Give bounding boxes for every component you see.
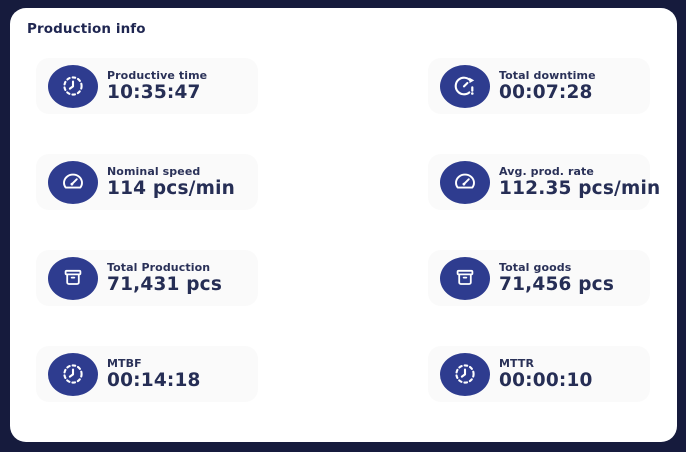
- metric-label: Total Production: [107, 260, 211, 274]
- clock-alert-icon: [454, 76, 476, 96]
- metric-productive-time: Productive time 10:35:47: [36, 58, 258, 114]
- metric-total-production: Total Production 71,431 pcs: [36, 250, 258, 306]
- metric-value: 00:14:18: [107, 369, 201, 391]
- metric-label: MTBF: [107, 356, 142, 370]
- metric-value: 00:07:28: [499, 81, 593, 103]
- metric-total-downtime: Total downtime 00:07:28: [428, 58, 650, 114]
- metric-value: 114 pcs/min: [107, 177, 236, 199]
- metric-avg-prod-rate: Avg. prod. rate 112.35 pcs/min: [428, 154, 660, 210]
- metrics-grid: Productive time 10:35:47 Total downtime …: [36, 38, 667, 422]
- metric-value: 71,456 pcs: [499, 273, 615, 295]
- metric-icon-badge: [48, 256, 98, 300]
- metric-label: MTTR: [499, 356, 535, 370]
- metric-value: 71,431 pcs: [107, 273, 223, 295]
- metric-icon-badge: [48, 160, 98, 204]
- metric-total-goods: Total goods 71,456 pcs: [428, 250, 650, 306]
- metric-nominal-speed: Nominal speed 114 pcs/min: [36, 154, 258, 210]
- metric-label: Total downtime: [499, 68, 596, 82]
- metric-icon-badge: [440, 256, 490, 300]
- metric-mtbf: MTBF 00:14:18: [36, 346, 258, 402]
- gauge-icon: [63, 173, 83, 189]
- metric-icon-badge: [440, 160, 490, 204]
- metric-icon-badge: [48, 352, 98, 396]
- metric-mttr: MTTR 00:00:10: [428, 346, 650, 402]
- metric-icon-badge: [440, 64, 490, 108]
- storage-box-icon: [456, 269, 474, 285]
- metric-label: Productive time: [107, 68, 208, 82]
- clock-dashed-icon: [455, 364, 475, 384]
- metric-value: 10:35:47: [107, 81, 201, 103]
- metric-icon-badge: [48, 64, 98, 108]
- clock-dashed-icon: [63, 364, 83, 384]
- storage-box-icon: [64, 269, 82, 285]
- metric-icon-badge: [440, 352, 490, 396]
- metric-value: 112.35 pcs/min: [499, 177, 661, 199]
- gauge-icon: [455, 173, 475, 189]
- metric-label: Total goods: [499, 260, 572, 274]
- metric-value: 00:00:10: [499, 369, 593, 391]
- metric-label: Avg. prod. rate: [499, 164, 594, 178]
- clock-dashed-icon: [63, 76, 83, 96]
- page-title: Production info: [27, 21, 146, 37]
- production-info-card: Production info Productive time 10:35:47…: [10, 8, 677, 442]
- metric-label: Nominal speed: [107, 164, 201, 178]
